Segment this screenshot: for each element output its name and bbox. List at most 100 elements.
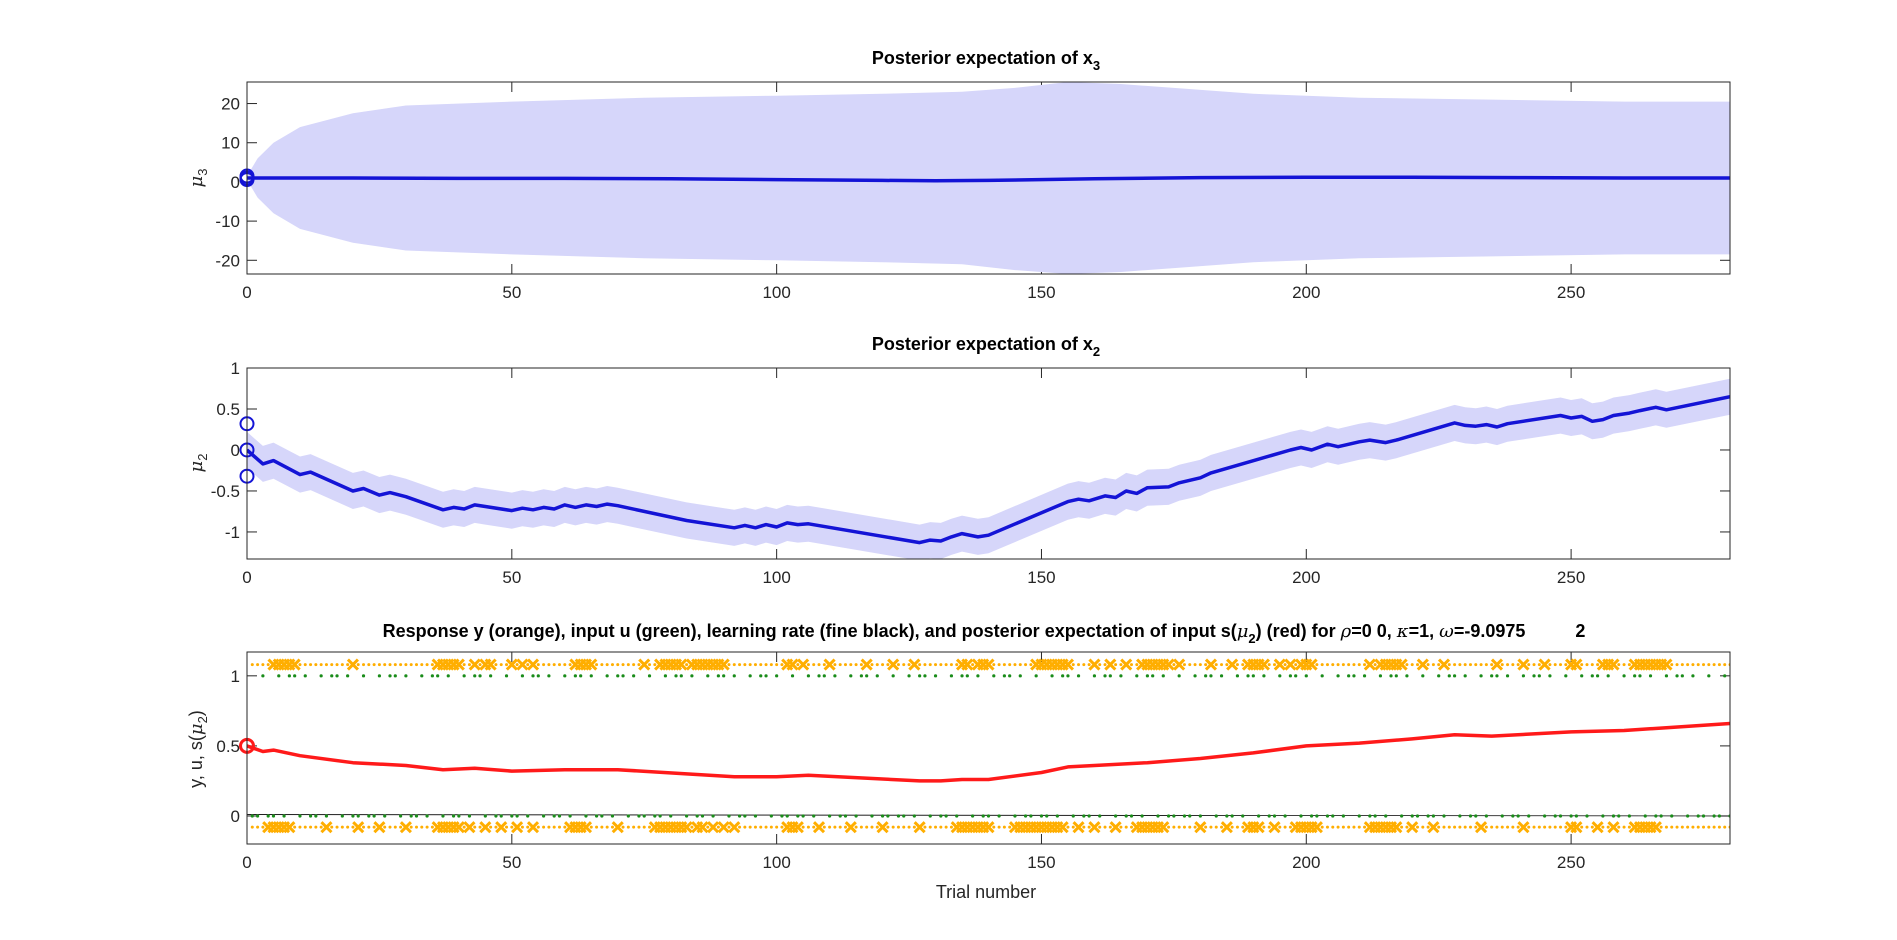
response-dot xyxy=(764,825,768,829)
response-dot xyxy=(261,663,265,667)
input-u-point xyxy=(1580,674,1584,678)
input-u-point xyxy=(1124,814,1128,818)
response-y-marker xyxy=(707,821,720,834)
response-dot xyxy=(256,825,260,829)
response-y-marker xyxy=(288,658,301,671)
input-u-point xyxy=(918,674,922,678)
response-dot xyxy=(1442,825,1446,829)
response-dot xyxy=(939,825,943,829)
input-u-point xyxy=(1712,814,1716,818)
response-dot xyxy=(1172,825,1176,829)
response-y-marker xyxy=(611,821,624,834)
response-dot xyxy=(1511,663,1515,667)
input-u-point xyxy=(1082,814,1086,818)
response-dot xyxy=(409,825,413,829)
input-u-point xyxy=(1108,674,1112,678)
x2-panel-title: Posterior expectation of x2 xyxy=(872,334,1100,359)
response-dot xyxy=(1363,663,1367,667)
response-dot xyxy=(833,663,837,667)
response-dot xyxy=(414,663,418,667)
response-dot xyxy=(505,825,509,829)
input-u-point xyxy=(753,814,758,818)
input-u-point xyxy=(1654,814,1658,818)
response-dot xyxy=(743,825,747,829)
response-y-marker xyxy=(463,821,476,834)
response-dot xyxy=(632,663,636,667)
response-dot xyxy=(1167,825,1171,829)
response-dot xyxy=(685,663,689,667)
x2-series-layer xyxy=(247,378,1730,559)
input-u-point xyxy=(653,814,657,818)
x3-x-tick-label: 250 xyxy=(1557,283,1585,302)
input-u-point xyxy=(319,674,323,678)
response-dot xyxy=(912,825,916,829)
response-dot xyxy=(1484,663,1488,667)
response-dot xyxy=(817,663,821,667)
input-u-point xyxy=(610,814,615,818)
response-dot xyxy=(1315,663,1319,667)
response-y-marker xyxy=(1660,658,1673,671)
input-u-point xyxy=(1458,814,1462,818)
input-u-point xyxy=(436,674,440,678)
response-dot xyxy=(1235,663,1239,667)
input-u-point xyxy=(1034,674,1038,678)
response-dot xyxy=(383,825,387,829)
response-dot xyxy=(552,825,556,829)
input-u-point xyxy=(568,814,572,818)
response-dot xyxy=(362,663,366,667)
response-dot xyxy=(399,663,403,667)
input-u-point xyxy=(393,674,397,678)
x2-panel: Posterior expectation of x2 μ2 0 50 100 150… xyxy=(186,334,1731,587)
response-dot xyxy=(1447,825,1451,829)
response-y-marker xyxy=(1591,821,1604,834)
response-dot xyxy=(1220,663,1224,667)
input-u-point xyxy=(330,674,334,678)
response-dot xyxy=(886,663,890,667)
response-axes-frame xyxy=(246,651,1731,845)
response-x-tick-label: 50 xyxy=(502,853,521,872)
input-u-point xyxy=(1002,674,1006,678)
response-dot xyxy=(764,663,768,667)
input-u-point xyxy=(1431,814,1435,818)
response-dot xyxy=(1077,663,1081,667)
input-u-point xyxy=(1066,674,1070,678)
response-dot xyxy=(1437,825,1441,829)
response-dot xyxy=(1235,825,1239,829)
response-dot xyxy=(1267,663,1271,667)
input-u-point xyxy=(838,814,842,818)
input-u-point xyxy=(1516,814,1520,818)
input-u-point xyxy=(335,674,339,678)
input-u-point xyxy=(679,674,683,678)
response-dot xyxy=(875,825,879,829)
x3-uncertainty-band xyxy=(247,82,1730,274)
response-dot xyxy=(1548,663,1552,667)
response-dot xyxy=(1209,825,1213,829)
response-dot xyxy=(1320,663,1324,667)
response-dot xyxy=(1204,663,1208,667)
response-dot xyxy=(896,663,900,667)
response-dot xyxy=(499,663,503,667)
response-dot xyxy=(939,663,943,667)
input-u-point xyxy=(420,674,424,678)
response-dot xyxy=(1008,663,1012,667)
input-u-point xyxy=(1172,814,1176,818)
response-dot xyxy=(478,663,482,667)
response-dot xyxy=(621,825,625,829)
response-dot xyxy=(1416,825,1420,829)
response-dot xyxy=(632,825,636,829)
response-dot xyxy=(250,825,254,829)
response-dot xyxy=(949,663,953,667)
input-u-point xyxy=(1188,814,1192,818)
response-dot xyxy=(859,825,863,829)
input-u-point xyxy=(1490,674,1494,678)
response-dot xyxy=(335,663,339,667)
response-dot xyxy=(1516,663,1520,667)
response-dot xyxy=(1071,663,1075,667)
response-y-marker xyxy=(982,821,995,834)
input-u-point xyxy=(526,814,530,818)
response-y-axis-label: y, u, s(μ2) xyxy=(186,710,210,788)
input-u-point xyxy=(1304,674,1308,678)
response-dot xyxy=(1341,663,1345,667)
response-dot xyxy=(473,825,477,829)
response-dot xyxy=(1675,663,1679,667)
